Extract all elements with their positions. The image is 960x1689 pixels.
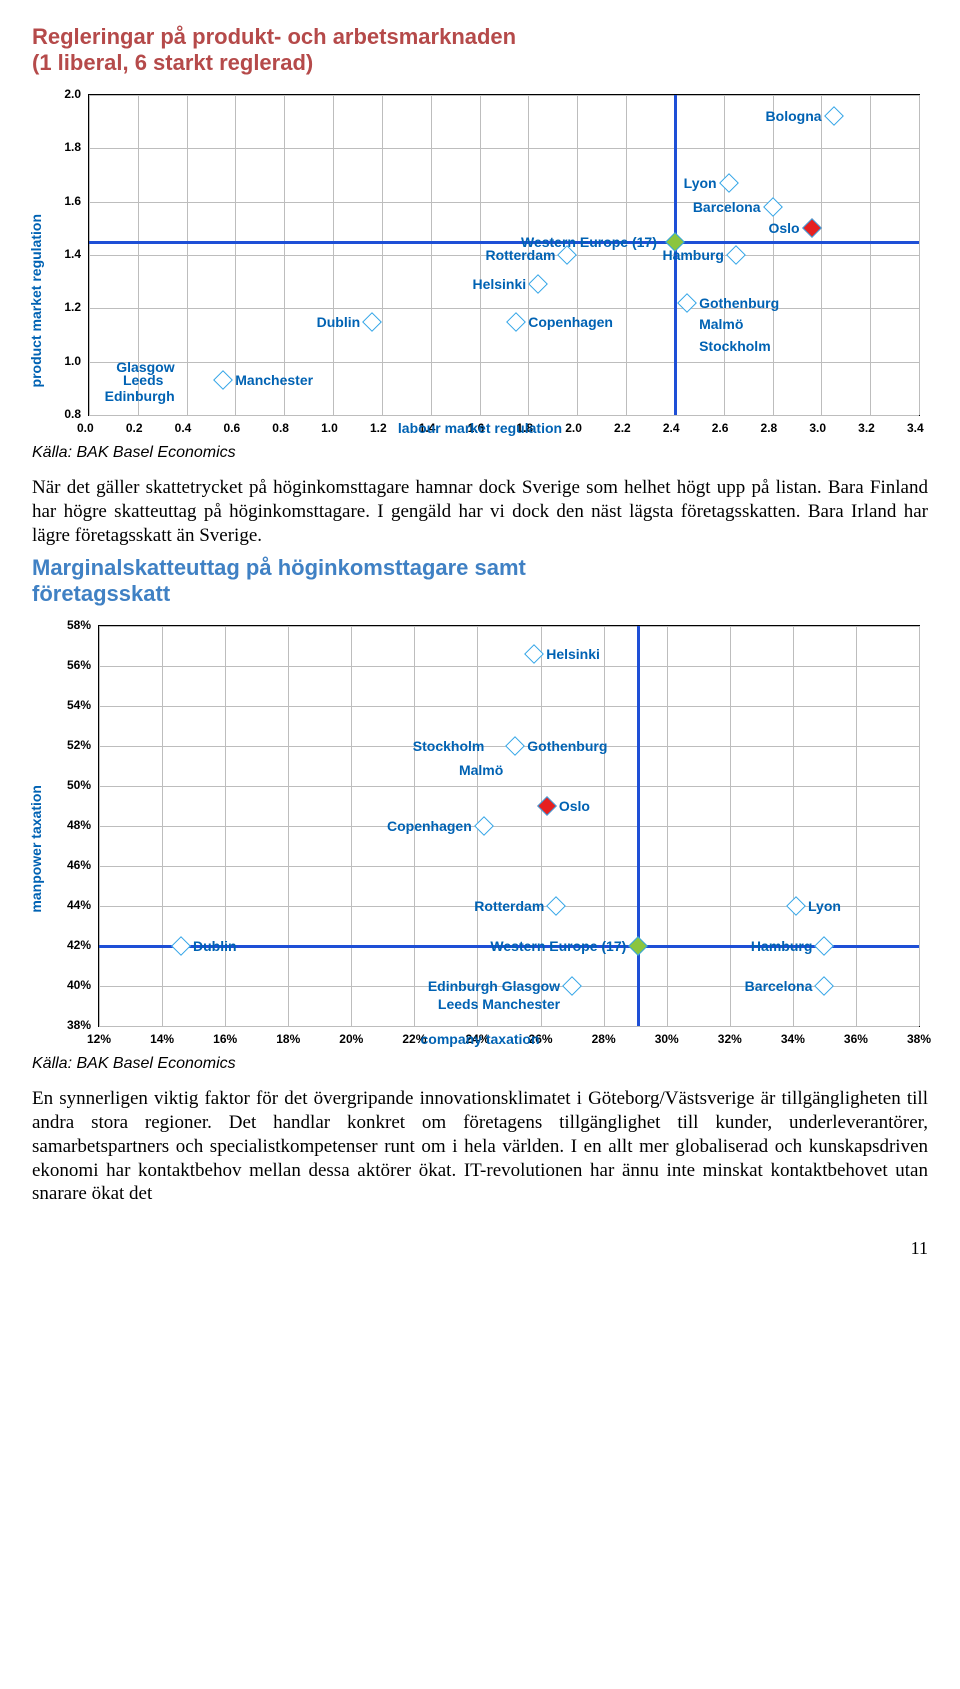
point-label: Copenhagen <box>528 314 613 330</box>
ytick: 58% <box>67 618 91 632</box>
point-label: Malmö <box>699 316 743 332</box>
ytick: 50% <box>67 778 91 792</box>
figure1-ylabel: product market regulation <box>28 214 44 387</box>
body-paragraph-2: En synnerligen viktig faktor för det öve… <box>32 1087 928 1206</box>
figure2-plot: 12%14%16%18%20%22%24%26%28%30%32%34%36%3… <box>98 625 920 1027</box>
ytick: 56% <box>67 658 91 672</box>
point-label: Bologna <box>766 108 822 124</box>
data-point <box>814 976 834 996</box>
figure1-title-1: Regleringar på produkt- och arbetsmarkna… <box>32 24 516 49</box>
data-point <box>213 370 233 390</box>
point-label: Stockholm <box>413 738 485 754</box>
point-label: Lyon <box>684 175 717 191</box>
figure1: Regleringar på produkt- och arbetsmarkna… <box>32 24 928 462</box>
ytick: 1.0 <box>64 354 81 368</box>
point-label: Malmö <box>459 762 503 778</box>
data-point <box>628 936 648 956</box>
figure2: Marginalskatteuttag på höginkomsttagare … <box>32 555 928 1073</box>
figure2-xlabel: company taxation <box>32 1031 928 1047</box>
data-point <box>719 173 739 193</box>
figure2-title: Marginalskatteuttag på höginkomsttagare … <box>32 555 928 607</box>
point-label: Barcelona <box>693 199 761 215</box>
ytick: 1.4 <box>64 247 81 261</box>
point-label: Oslo <box>768 220 799 236</box>
data-point <box>786 896 806 916</box>
data-point <box>171 936 191 956</box>
point-label: Edinburgh Glasgow <box>428 978 560 994</box>
point-label: Gothenburg <box>699 295 779 311</box>
point-label: Edinburgh <box>105 388 175 404</box>
page-number: 11 <box>32 1238 928 1259</box>
figure1-title: Regleringar på produkt- och arbetsmarkna… <box>32 24 928 76</box>
point-label: Manchester <box>235 372 313 388</box>
ytick: 44% <box>67 898 91 912</box>
figure2-ylabel: manpower taxation <box>28 785 44 913</box>
point-label: Leeds Manchester <box>438 996 560 1012</box>
point-label: Dublin <box>317 314 361 330</box>
data-point <box>528 274 548 294</box>
ytick: 1.2 <box>64 300 81 314</box>
figure1-title-2: (1 liberal, 6 starkt reglerad) <box>32 50 313 75</box>
point-label: Helsinki <box>546 646 600 662</box>
data-point <box>763 197 783 217</box>
point-label: Rotterdam <box>485 247 555 263</box>
ytick: 48% <box>67 818 91 832</box>
ytick: 52% <box>67 738 91 752</box>
ytick: 42% <box>67 938 91 952</box>
data-point <box>824 106 844 126</box>
figure1-plot: 0.00.20.40.60.81.01.21.41.61.82.02.22.42… <box>88 94 920 416</box>
ytick: 0.8 <box>64 407 81 421</box>
point-label: Stockholm <box>699 338 771 354</box>
data-point <box>505 736 525 756</box>
point-label: Helsinki <box>472 276 526 292</box>
ytick: 2.0 <box>64 87 81 101</box>
data-point <box>362 312 382 332</box>
figure1-source: Källa: BAK Basel Economics <box>32 444 928 462</box>
point-label: Oslo <box>559 798 590 814</box>
point-label: Western Europe (17) <box>490 938 626 954</box>
figure2-title-2: företagsskatt <box>32 581 170 606</box>
point-label: Hamburg <box>662 247 723 263</box>
figure2-title-1: Marginalskatteuttag på höginkomsttagare … <box>32 555 526 580</box>
data-point <box>726 245 746 265</box>
point-label: Copenhagen <box>387 818 472 834</box>
point-label: Lyon <box>808 898 841 914</box>
point-label: Dublin <box>193 938 237 954</box>
point-label: Hamburg <box>751 938 812 954</box>
point-label: Leeds <box>123 372 163 388</box>
point-label: Gothenburg <box>527 738 607 754</box>
figure1-xlabel: labour market regulation <box>32 420 928 436</box>
ytick: 38% <box>67 1018 91 1032</box>
data-point <box>814 936 834 956</box>
data-point <box>802 218 822 238</box>
ytick: 1.6 <box>64 194 81 208</box>
ytick: 46% <box>67 858 91 872</box>
figure2-source: Källa: BAK Basel Economics <box>32 1055 928 1073</box>
point-label: Barcelona <box>745 978 813 994</box>
data-point <box>562 976 582 996</box>
ytick: 54% <box>67 698 91 712</box>
ytick: 1.8 <box>64 140 81 154</box>
ytick: 40% <box>67 978 91 992</box>
data-point <box>677 293 697 313</box>
data-point <box>506 312 526 332</box>
point-label: Rotterdam <box>474 898 544 914</box>
data-point <box>546 896 566 916</box>
body-paragraph-1: När det gäller skattetrycket på höginkom… <box>32 476 928 547</box>
